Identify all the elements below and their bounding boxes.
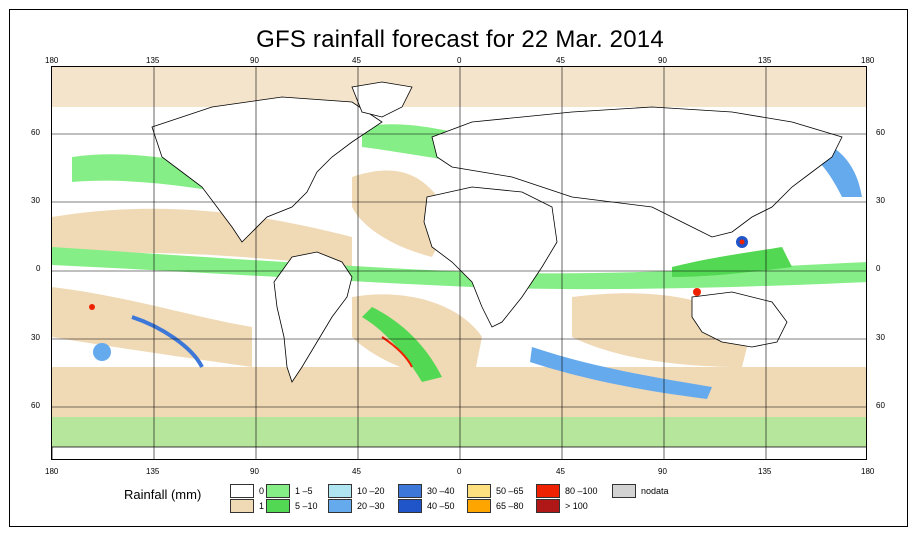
legend-label-8: 50 –65 xyxy=(496,486,524,496)
legend-swatch-9 xyxy=(467,499,491,513)
legend-swatch-10 xyxy=(536,484,560,498)
legend-swatch-1 xyxy=(230,499,254,513)
lon-tick-bottom: 90 xyxy=(658,467,667,476)
legend-swatch-11 xyxy=(536,499,560,513)
legend-label-6: 30 –40 xyxy=(427,486,455,496)
lon-tick-bottom: 45 xyxy=(352,467,361,476)
legend-label-7: 40 –50 xyxy=(427,501,455,511)
lon-tick-bottom: 45 xyxy=(556,467,565,476)
legend-label-3: 5 –10 xyxy=(295,501,318,511)
lon-tick-top: 135 xyxy=(146,56,160,65)
lon-tick-top: 90 xyxy=(658,56,667,65)
lon-tick-bottom: 135 xyxy=(758,467,772,476)
lat-tick-left: 60 xyxy=(31,128,40,137)
legend-label-4: 10 –20 xyxy=(357,486,385,496)
southern-indian-front xyxy=(530,347,712,399)
legend-label-2: 1 –5 xyxy=(295,486,313,496)
philippines-heavy-cell xyxy=(739,239,745,245)
lon-tick-top: 45 xyxy=(352,56,361,65)
map-title: GFS rainfall forecast for 22 Mar. 2014 xyxy=(256,26,664,53)
north-america-outline xyxy=(151,96,383,243)
legend-swatch-12 xyxy=(612,484,636,498)
legend-label-9: 65 –80 xyxy=(496,501,524,511)
graticule xyxy=(52,67,866,459)
lon-tick-top: 45 xyxy=(556,56,565,65)
south-atlantic-front xyxy=(362,307,442,382)
legend-swatch-6 xyxy=(398,484,422,498)
legend-swatch-3 xyxy=(266,499,290,513)
lon-tick-bottom: 135 xyxy=(146,467,160,476)
lon-tick-bottom: 180 xyxy=(45,467,59,476)
indian-ocean-heavy-cell xyxy=(693,288,701,296)
continent-outlines xyxy=(52,81,866,459)
pacific-heavy-cell xyxy=(89,304,95,310)
australia-outline xyxy=(691,291,788,348)
lon-tick-bottom: 90 xyxy=(250,467,259,476)
lat-tick-right: 60 xyxy=(876,401,885,410)
arctic-dry-band xyxy=(52,67,866,107)
heavy-rain-front xyxy=(381,336,413,368)
north-atlantic-dry-zone xyxy=(352,170,452,257)
lon-tick-top: 180 xyxy=(861,56,875,65)
lat-tick-left: 30 xyxy=(31,333,40,342)
lat-tick-right: 30 xyxy=(876,196,885,205)
lat-tick-left: 60 xyxy=(31,401,40,410)
rainfall-map xyxy=(51,66,867,460)
legend-swatch-2 xyxy=(266,484,290,498)
lon-tick-bottom: 0 xyxy=(457,467,462,476)
eurasia-outline xyxy=(431,106,843,238)
itcz-rain-band xyxy=(52,247,866,290)
lon-tick-top: 135 xyxy=(758,56,772,65)
legend-swatch-0 xyxy=(230,484,254,498)
legend-label-1: 1 xyxy=(259,501,265,511)
legend-label-11: > 100 xyxy=(565,501,588,511)
legend-title: Rainfall (mm) xyxy=(124,487,202,502)
maritime-continent-rain xyxy=(672,247,792,277)
greenland-outline xyxy=(351,81,413,118)
lat-tick-left: 0 xyxy=(36,264,41,273)
legend-label-12: nodata xyxy=(641,486,669,496)
south-america-outline xyxy=(273,251,353,383)
antarctica-outline xyxy=(52,446,866,459)
lat-tick-left: 30 xyxy=(31,196,40,205)
lat-tick-right: 0 xyxy=(876,264,881,273)
lon-tick-top: 180 xyxy=(45,56,59,65)
lat-tick-right: 30 xyxy=(876,333,885,342)
legend-swatch-4 xyxy=(328,484,352,498)
south-pacific-front xyxy=(131,315,204,368)
lon-tick-top: 90 xyxy=(250,56,259,65)
figure-frame xyxy=(9,9,908,527)
lat-tick-right: 60 xyxy=(876,128,885,137)
lon-tick-top: 0 xyxy=(457,56,462,65)
legend-swatch-8 xyxy=(467,484,491,498)
south-pacific-cyclone xyxy=(93,343,111,361)
rainfall-map-svg xyxy=(52,67,866,459)
lon-tick-bottom: 180 xyxy=(861,467,875,476)
africa-outline xyxy=(423,186,558,328)
legend-label-5: 20 –30 xyxy=(357,501,385,511)
legend-label-10: 80 –100 xyxy=(565,486,598,496)
legend-swatch-5 xyxy=(328,499,352,513)
legend-swatch-7 xyxy=(398,499,422,513)
legend-label-0: 0 xyxy=(259,486,265,496)
